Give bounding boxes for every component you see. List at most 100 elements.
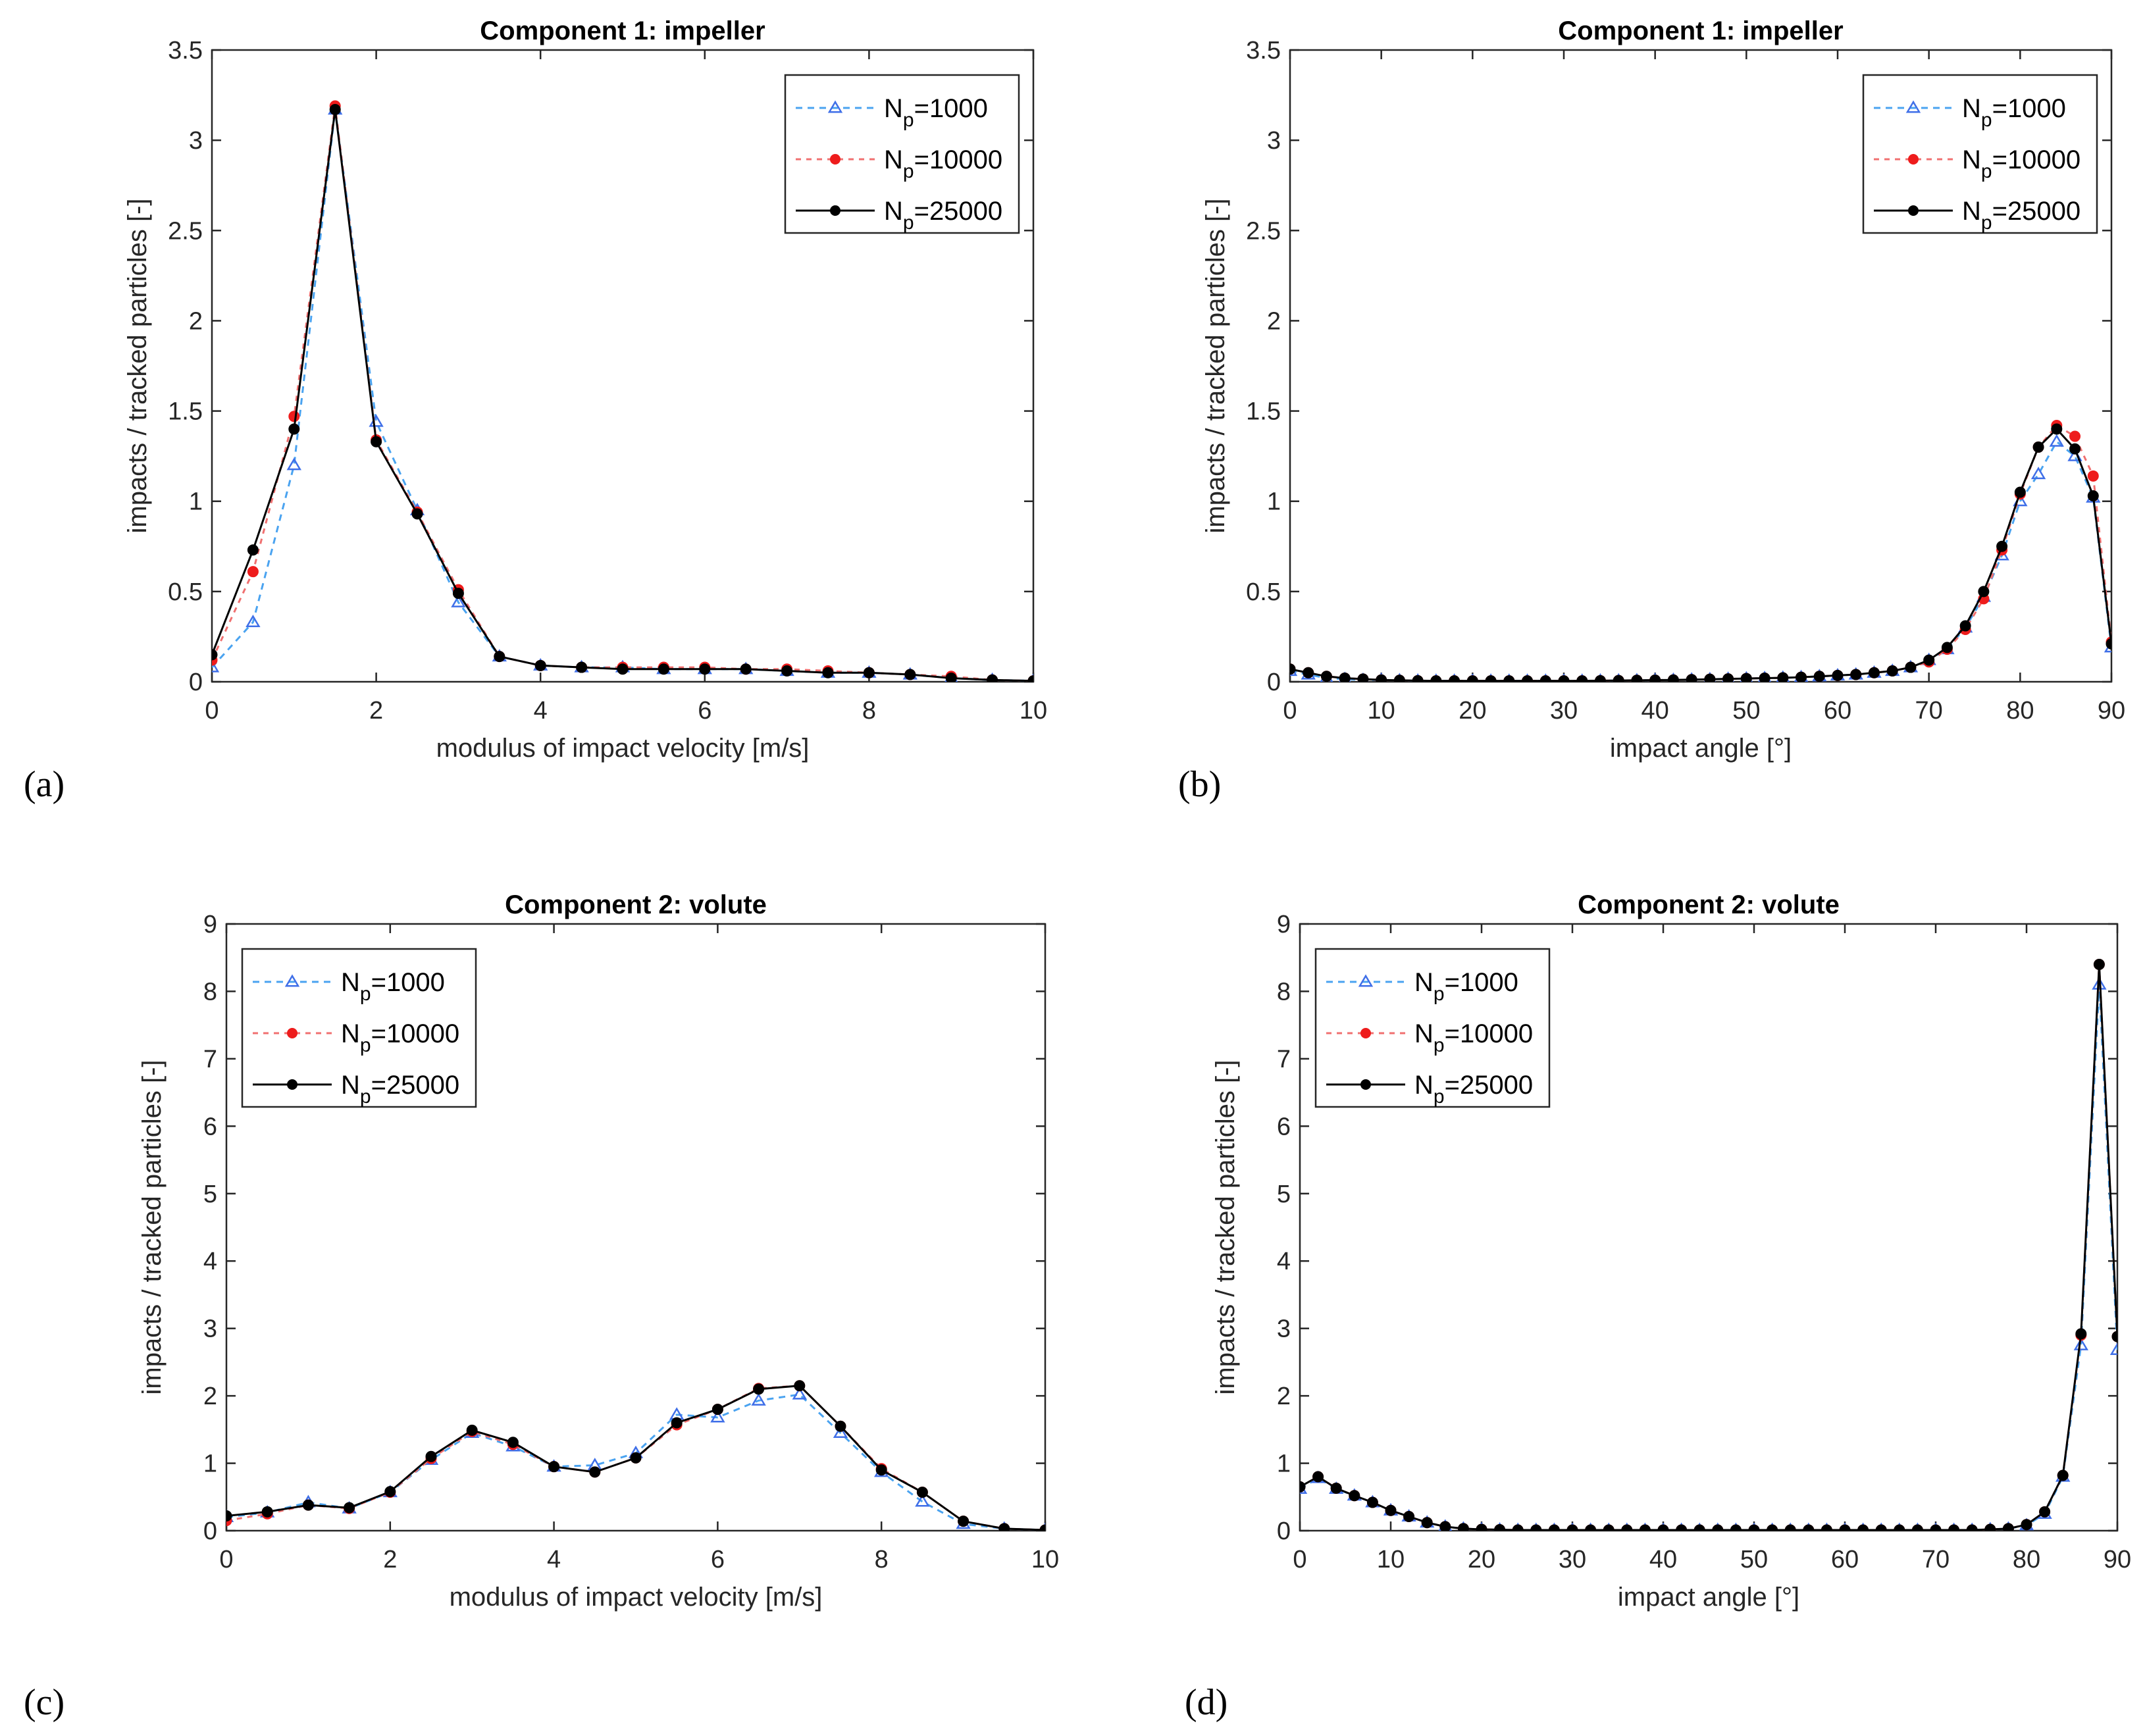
x-tick-label: 40 (1649, 1546, 1677, 1573)
data-point-np25000 (2111, 1331, 2117, 1342)
data-point-np25000 (1376, 674, 1387, 682)
data-point-np25000 (1512, 1524, 1524, 1531)
data-point-np25000 (658, 663, 669, 675)
data-point-np25000 (2014, 486, 2026, 498)
x-tick-label: 10 (1368, 697, 1395, 725)
data-point-np1000 (2073, 1337, 2088, 1350)
data-point-np25000 (2069, 443, 2081, 455)
y-tick-label: 2.5 (1246, 217, 1281, 245)
x-tick-label: 6 (698, 697, 711, 725)
series-np25000 (1290, 423, 2111, 682)
y-tick-label: 0.5 (168, 578, 203, 606)
data-point-np25000 (2075, 1328, 2087, 1340)
x-tick-label: 10 (1031, 1546, 1059, 1573)
panel-label-d: (d) (1185, 1682, 1228, 1723)
data-point-np25000 (1330, 1482, 1342, 1494)
chart-title: Component 2: volute (1578, 890, 1840, 919)
data-point-np25000 (548, 1461, 560, 1473)
data-point-np25000 (1657, 1524, 1669, 1531)
data-point-np25000 (494, 651, 505, 663)
data-point-np25000 (1740, 673, 1752, 682)
data-point-np25000 (1712, 1524, 1724, 1531)
series-np25000 (226, 1380, 1045, 1531)
x-tick-label: 60 (1824, 697, 1851, 725)
legend-marker-np1000 (284, 974, 300, 987)
data-point-np25000 (1530, 1524, 1542, 1531)
data-point-np25000 (1649, 675, 1661, 682)
x-tick-label: 20 (1459, 697, 1486, 725)
series-line-np25000 (1290, 427, 2111, 682)
data-point-np25000 (1421, 1517, 1433, 1529)
data-point-np25000 (1911, 1524, 1923, 1531)
data-point-np25000 (1821, 1524, 1832, 1531)
y-tick-label: 8 (1277, 978, 1291, 1006)
data-point-np25000 (1522, 675, 1534, 682)
data-point-np10000 (247, 566, 259, 578)
data-point-np25000 (711, 1404, 723, 1416)
x-tick-label: 0 (1283, 697, 1297, 725)
data-point-np25000 (630, 1452, 642, 1464)
data-point-np1000 (246, 615, 261, 628)
legend-marker-np10000 (830, 154, 840, 165)
legend-marker-np10000 (287, 1028, 297, 1038)
x-tick-label: 6 (711, 1546, 725, 1573)
data-point-np25000 (1613, 675, 1624, 682)
x-tick-label: 90 (2104, 1546, 2131, 1573)
x-tick-label: 4 (534, 697, 548, 725)
chart-b: 0 10 20 30 40 50 60 70 80 90 0 0.5 1 1.5 2 2.5 3 3.5 Compo… (1201, 16, 2125, 763)
x-tick-label: 4 (547, 1546, 561, 1573)
x-tick-label: 40 (1641, 697, 1669, 725)
data-point-np25000 (1585, 1524, 1597, 1531)
data-point-np25000 (1357, 673, 1369, 682)
chart-title: Component 1: impeller (480, 16, 765, 45)
data-point-np10000 (288, 411, 300, 422)
data-point-np25000 (1930, 1524, 1942, 1531)
x-axis-label: impact angle [°] (1610, 734, 1792, 763)
panel-label-a: (a) (24, 764, 65, 805)
data-point-np25000 (1539, 675, 1551, 682)
data-point-np25000 (699, 663, 711, 675)
data-point-np25000 (1339, 673, 1351, 682)
data-point-np25000 (2057, 1469, 2069, 1481)
chart-a: 0 2 4 6 8 10 0 0.5 1 1.5 2 2.5 3 3.5 Component 1: impe… (123, 16, 1047, 763)
data-point-np25000 (1494, 1523, 1506, 1531)
data-point-np25000 (958, 1516, 969, 1527)
data-point-np1000 (2049, 434, 2064, 447)
legend-marker-np1000 (1358, 974, 1374, 987)
chart-title: Component 1: impeller (1558, 16, 1843, 45)
legend-marker-np1000 (1905, 100, 1921, 113)
data-point-np25000 (904, 669, 916, 680)
data-point-np25000 (2051, 423, 2063, 435)
data-point-np25000 (1796, 671, 1807, 682)
data-point-np25000 (1412, 675, 1424, 682)
data-point-np1000 (792, 1387, 807, 1400)
data-point-np25000 (1894, 1524, 1905, 1531)
x-tick-label: 60 (1831, 1546, 1859, 1573)
series-np25000 (1300, 958, 2117, 1531)
data-point-np25000 (1594, 675, 1606, 682)
data-point-np25000 (617, 663, 629, 675)
data-point-np25000 (998, 1523, 1010, 1531)
legend-marker-np25000 (287, 1079, 297, 1090)
x-tick-label: 20 (1468, 1546, 1495, 1573)
data-point-np25000 (863, 667, 875, 678)
data-point-np25000 (1349, 1490, 1360, 1502)
data-point-np1000 (212, 659, 220, 673)
data-point-np25000 (452, 588, 464, 600)
data-point-np25000 (2002, 1523, 2014, 1531)
data-point-np25000 (1767, 1524, 1778, 1531)
legend-label-np1000: Np=1000 (1962, 94, 2066, 131)
panel-label-b: (b) (1178, 764, 1222, 805)
y-tick-label: 1 (203, 1450, 217, 1478)
data-point-np25000 (329, 104, 341, 116)
data-point-np25000 (1639, 1524, 1651, 1531)
data-point-np25000 (2093, 958, 2105, 970)
data-point-np25000 (1948, 1524, 1960, 1531)
data-point-np10000 (2069, 430, 2081, 442)
y-axis-label: impacts / tracked particles [-] (1201, 198, 1230, 533)
y-tick-label: 0 (1277, 1518, 1291, 1545)
legend-label-np10000: Np=10000 (1414, 1019, 1533, 1056)
data-point-np25000 (576, 661, 588, 673)
legend-box (241, 948, 477, 1108)
